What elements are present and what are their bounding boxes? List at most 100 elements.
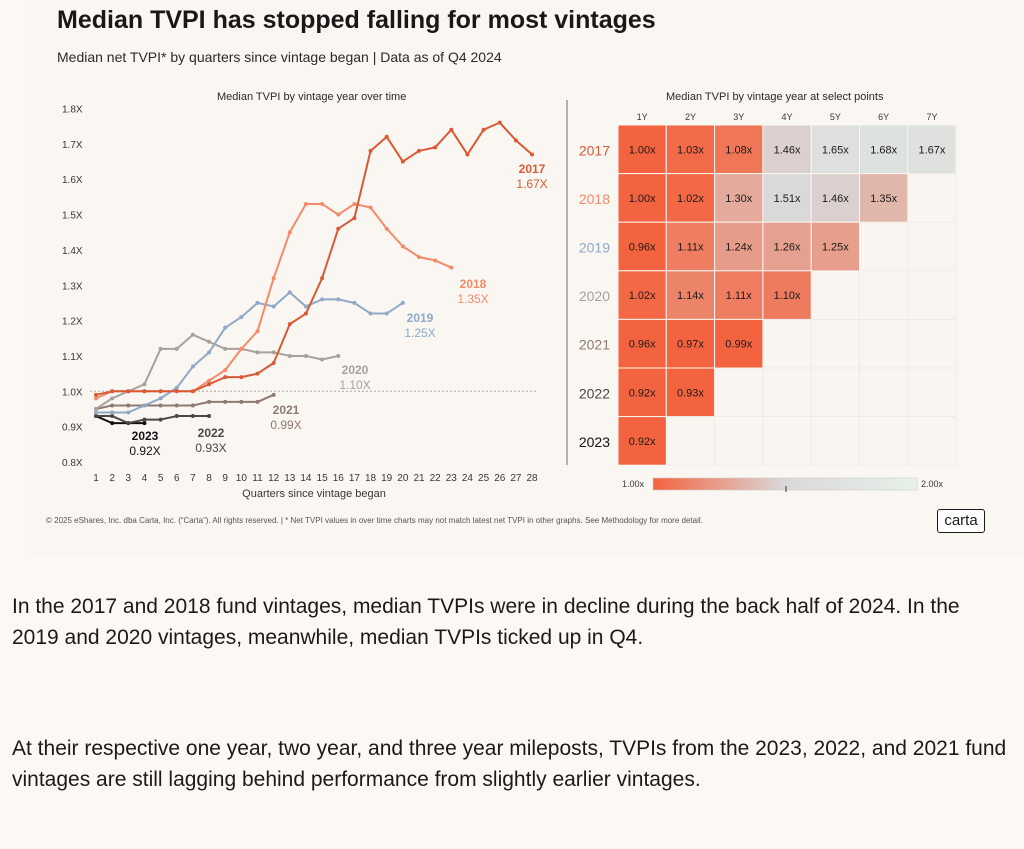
- x-tick-label: 28: [526, 473, 538, 484]
- x-tick-label: 15: [317, 473, 329, 484]
- x-tick-label: 14: [300, 473, 312, 484]
- series-line-2020: [95, 333, 339, 410]
- data-point-2019: [126, 410, 131, 415]
- heatmap-cell-label: 1.26x: [774, 242, 801, 254]
- heatmap-cell: [810, 221, 861, 272]
- heatmap-empty-cell: [810, 319, 860, 369]
- data-point-2021: [239, 399, 244, 404]
- heatmap-column-header: 4Y: [782, 112, 793, 122]
- data-point-2018: [239, 346, 244, 351]
- data-point-2019: [400, 300, 405, 305]
- series-line-2019: [96, 291, 404, 414]
- heatmap-empty-cell: [859, 221, 909, 272]
- heatmap-cell-label: 1.11x: [677, 242, 704, 254]
- heatmap-cell: [714, 318, 764, 369]
- heatmap-cell-label: 1.51x: [774, 193, 801, 205]
- heatmap-cell-label: 0.96x: [629, 339, 656, 351]
- data-point-2021: [271, 392, 276, 397]
- series-label-2023: 2023: [132, 429, 159, 443]
- data-point-2017: [352, 216, 357, 221]
- heatmap-cell-label: 1.30x: [725, 193, 752, 205]
- x-tick-label: 13: [284, 473, 296, 484]
- series-line-2021: [95, 393, 275, 410]
- series-label-2020: 2020: [342, 363, 369, 377]
- data-point-2021: [174, 403, 179, 408]
- heatmap-column-header: 2Y: [685, 112, 696, 122]
- heatmap-cell: [617, 270, 667, 320]
- heatmap-empty-cell: [714, 416, 764, 466]
- data-point-2020: [287, 353, 292, 358]
- heatmap-empty-cell: [859, 416, 909, 466]
- heatmap-cell: [810, 124, 861, 175]
- heatmap-cell-label: 1.65x: [822, 144, 849, 156]
- data-point-2019: [110, 410, 115, 415]
- heatmap-empty-cell: [859, 319, 909, 369]
- data-point-2019: [94, 410, 98, 415]
- heatmap-empty-cell: [762, 416, 812, 466]
- heatmap-row-label-2022: 2022: [579, 385, 610, 401]
- y-tick-label: 0.9X: [62, 423, 83, 434]
- data-point-2019: [174, 385, 179, 390]
- data-point-2020: [336, 353, 341, 358]
- x-tick-label: 4: [142, 473, 148, 484]
- heatmap-empty-cell: [907, 319, 957, 369]
- data-point-2020: [223, 346, 228, 351]
- heatmap-cell: [617, 367, 667, 418]
- data-point-2017: [513, 138, 518, 143]
- heatmap-cell-label: 1.67x: [918, 144, 945, 156]
- x-tick-label: 9: [222, 473, 228, 484]
- heatmap-empty-cell: [907, 173, 957, 223]
- x-tick-label: 10: [236, 473, 248, 484]
- data-point-2017: [449, 127, 454, 132]
- data-point-2022: [158, 417, 163, 422]
- data-point-2019: [239, 315, 244, 320]
- data-point-2018: [336, 212, 341, 217]
- heatmap-cell-label: 1.35x: [870, 193, 897, 205]
- data-point-2020: [271, 350, 276, 355]
- scale-min-label: 1.00x: [622, 479, 645, 489]
- data-point-2023: [110, 421, 115, 426]
- page-subtitle: Median net TVPI* by quarters since vinta…: [57, 49, 502, 65]
- heatmap-cell: [714, 173, 764, 223]
- series-line-2017: [95, 121, 533, 396]
- heatmap-cell: [859, 173, 909, 223]
- series-line-2023: [95, 415, 145, 425]
- heatmap-cell-label: 1.11x: [726, 290, 753, 302]
- data-point-2019: [158, 396, 163, 401]
- x-tick-label: 22: [430, 473, 442, 484]
- data-point-2017: [400, 159, 405, 164]
- data-point-2022: [110, 414, 115, 419]
- x-tick-label: 17: [349, 473, 361, 484]
- scale-max-label: 2.00x: [921, 479, 944, 489]
- paragraph-2: At their respective one year, two year, …: [12, 737, 1007, 791]
- data-point-2017: [174, 389, 179, 394]
- carta-logo[interactable]: carta: [937, 509, 985, 533]
- heatmap-row-label-2020: 2020: [579, 288, 610, 304]
- heatmap-row-label-2023: 2023: [579, 434, 610, 450]
- color-scale-bar: [652, 477, 918, 491]
- series-end-value-2018: 1.35X: [457, 292, 488, 306]
- series-line-2022: [96, 415, 210, 425]
- heatmap-empty-cell: [859, 270, 909, 320]
- heatmap-cell-label: 0.92x: [629, 436, 656, 448]
- data-point-2017: [433, 145, 438, 150]
- data-point-2022: [190, 414, 195, 419]
- y-tick-label: 1.1X: [62, 352, 83, 363]
- data-point-2019: [255, 300, 260, 305]
- data-point-2021: [110, 403, 115, 408]
- data-point-2022: [126, 421, 131, 426]
- x-tick-label: 18: [365, 473, 377, 484]
- y-tick-label: 1.7X: [62, 140, 83, 151]
- data-point-2018: [303, 201, 308, 206]
- x-tick-label: 20: [397, 473, 409, 484]
- data-point-2019: [190, 364, 195, 369]
- x-tick-label: 2: [109, 473, 115, 484]
- data-point-2018: [271, 276, 276, 281]
- heatmap-row-label-2018: 2018: [579, 191, 610, 207]
- heatmap-row-label-2019: 2019: [579, 240, 610, 256]
- data-point-2017: [384, 134, 389, 139]
- heatmap-cell-label: 1.00x: [629, 193, 656, 205]
- x-tick-label: 24: [462, 473, 474, 484]
- y-tick-label: 1.2X: [62, 317, 83, 328]
- data-point-2021: [207, 399, 212, 404]
